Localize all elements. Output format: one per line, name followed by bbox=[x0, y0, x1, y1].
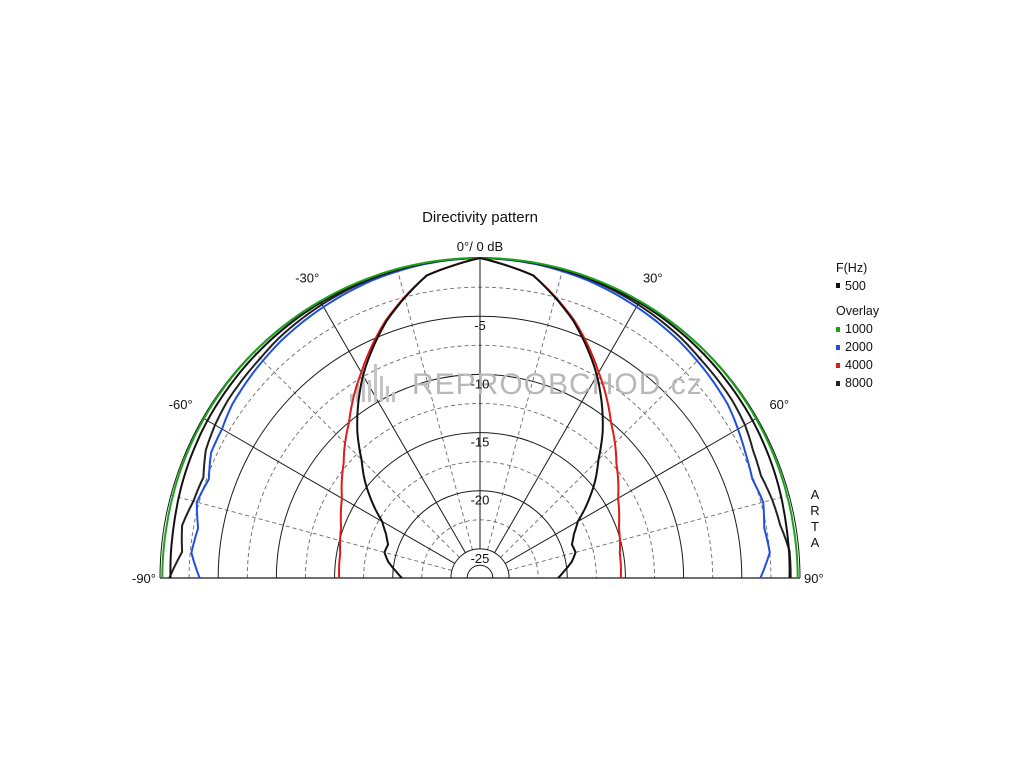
watermark-logo-bar bbox=[380, 376, 383, 402]
arta-letter: R bbox=[810, 503, 819, 518]
major-spoke bbox=[202, 417, 456, 564]
radial-label: -10 bbox=[471, 376, 490, 391]
chart-title: Directivity pattern bbox=[422, 209, 538, 226]
watermark-logo-bar bbox=[386, 386, 389, 402]
series-curves bbox=[161, 256, 799, 579]
legend-header: F(Hz) bbox=[836, 261, 867, 275]
series-narrow bbox=[356, 256, 604, 579]
legend-swatch-8000 bbox=[836, 381, 840, 386]
legend-swatch-2000 bbox=[836, 345, 840, 350]
major-spoke bbox=[319, 300, 466, 554]
angle-labels: -90° -60° -30° 30° 60° 90° bbox=[132, 271, 824, 586]
major-spoke bbox=[504, 417, 758, 564]
legend-swatch-1000 bbox=[836, 327, 840, 332]
angle-label: -30° bbox=[295, 271, 319, 286]
top-label: 0°/ 0 dB bbox=[457, 239, 503, 254]
minor-spoke bbox=[396, 268, 473, 551]
arta-letter: T bbox=[811, 519, 819, 534]
polar-grid bbox=[159, 257, 801, 579]
legend-current-swatch bbox=[836, 283, 840, 288]
watermark-logo-bar bbox=[374, 364, 377, 402]
minor-spoke bbox=[487, 268, 564, 551]
arta-letter: A bbox=[811, 487, 820, 502]
radial-label: -15 bbox=[471, 435, 490, 450]
legend-label-4000: 4000 bbox=[845, 358, 873, 372]
arta-letter: A bbox=[811, 535, 820, 550]
legend-current-label: 500 bbox=[845, 279, 866, 293]
angle-label: 30° bbox=[643, 271, 663, 286]
legend-swatch-4000 bbox=[836, 363, 840, 368]
legend-overlay-header: Overlay bbox=[836, 304, 880, 318]
watermark-logo-bar bbox=[362, 372, 365, 402]
watermark-logo-bar bbox=[368, 380, 371, 402]
legend-label-8000: 8000 bbox=[845, 376, 873, 390]
radial-label: -5 bbox=[474, 318, 486, 333]
minor-spoke bbox=[507, 494, 790, 571]
series-2000 bbox=[190, 256, 771, 579]
radial-labels: -5 -10 -15 -20 -25 bbox=[471, 318, 490, 566]
radial-label: -25 bbox=[471, 551, 490, 566]
center-ring bbox=[466, 564, 494, 579]
watermark: REPROOBCHOD.cz bbox=[350, 364, 703, 402]
legend-overlay-items: 1000 2000 4000 8000 bbox=[836, 322, 873, 390]
legend-label-1000: 1000 bbox=[845, 322, 873, 336]
angle-label: -90° bbox=[132, 571, 156, 586]
watermark-logo-bar bbox=[356, 384, 359, 402]
watermark-logo-bar bbox=[350, 394, 353, 402]
radial-label: -20 bbox=[471, 493, 490, 508]
major-spoke bbox=[494, 300, 641, 554]
angle-label: 90° bbox=[804, 571, 824, 586]
angle-label: 60° bbox=[769, 397, 789, 412]
watermark-text: REPROOBCHOD.cz bbox=[412, 368, 703, 401]
watermark-logo-bar bbox=[392, 392, 395, 402]
major-ring bbox=[450, 548, 510, 579]
legend: F(Hz) 500 Overlay 1000 2000 4000 8000 bbox=[836, 261, 880, 390]
angle-label: -60° bbox=[169, 397, 193, 412]
legend-label-2000: 2000 bbox=[845, 340, 873, 354]
